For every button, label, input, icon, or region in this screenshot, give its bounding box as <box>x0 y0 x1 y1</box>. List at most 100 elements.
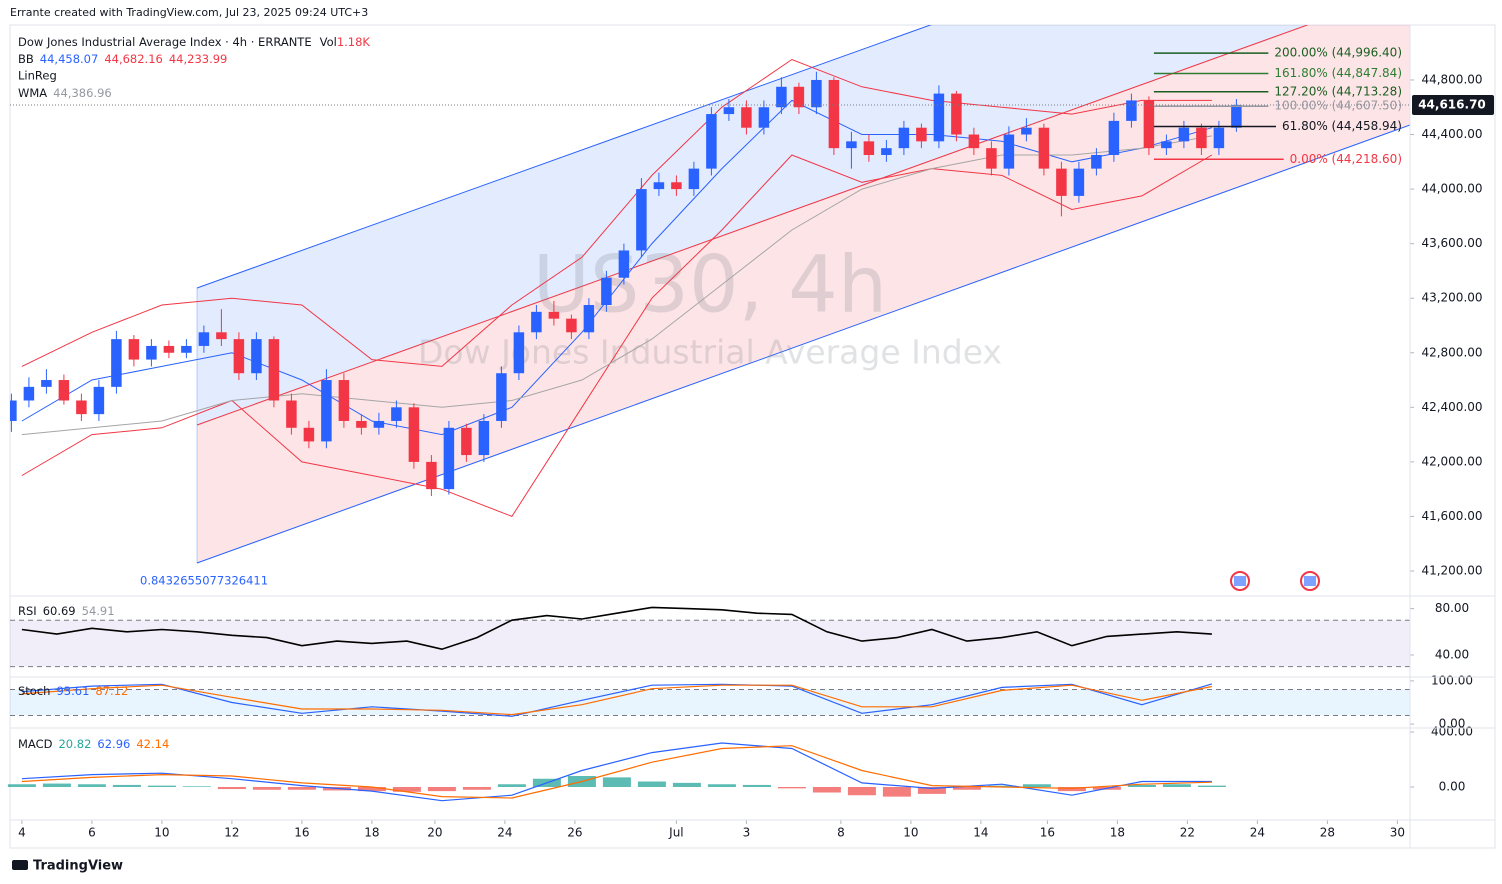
candle-body <box>76 400 87 415</box>
candle-body <box>636 189 647 251</box>
y-tick-label: 43,600.00 <box>1421 236 1482 250</box>
candle-body <box>303 427 315 442</box>
y-tick-label: 44,000.00 <box>1421 182 1482 196</box>
logo-icon <box>12 860 28 870</box>
flag-icon-inner <box>1304 576 1316 586</box>
histogram-bar <box>1057 786 1086 792</box>
histogram-bar <box>812 786 841 793</box>
candle-body <box>268 339 280 401</box>
y-tick-label: 42,800.00 <box>1421 345 1482 359</box>
candle-body <box>688 168 700 190</box>
macd-value: 62.96 <box>97 737 130 751</box>
candle-body <box>1003 134 1015 169</box>
histogram-bar <box>7 784 36 787</box>
candle-body <box>986 148 997 169</box>
legend-macd: MACD 20.82 62.96 42.14 <box>18 737 169 751</box>
candle-body <box>461 427 472 456</box>
candle-body <box>811 79 822 108</box>
wma-value: 44,386.96 <box>53 86 112 100</box>
legend-bb: BB 44,458.07 44,682.16 44,233.99 <box>18 52 227 66</box>
wma-name: WMA <box>18 86 47 100</box>
candle-body <box>566 318 577 333</box>
candle-body <box>741 107 752 128</box>
macd-value: 42.14 <box>136 737 169 751</box>
legend-wma: WMA 44,386.96 <box>18 86 112 100</box>
histogram-bar <box>672 782 701 787</box>
last-price-label: 44,616.70 <box>1418 97 1486 111</box>
y-tick-label: 41,200.00 <box>1421 563 1482 577</box>
stoch-value: 93.61 <box>56 684 89 698</box>
rsi-value: 60.69 <box>43 604 76 618</box>
symbol: Dow Jones Industrial Average Index · 4h … <box>18 35 312 49</box>
candle-body <box>128 339 140 360</box>
histogram-bar <box>917 786 946 794</box>
candle-body <box>968 134 980 149</box>
candle-body <box>233 339 245 374</box>
bb-value: 44,458.07 <box>40 52 99 66</box>
bb-name: BB <box>18 52 34 66</box>
x-tick-label: 14 <box>973 826 988 840</box>
fib-label: 61.80% (44,458.94) <box>1282 119 1402 133</box>
candle-body <box>1056 168 1067 196</box>
candle-body <box>58 380 70 401</box>
channel-lower-fill <box>197 25 1410 563</box>
histogram-bar <box>147 785 176 787</box>
y-tick-label: 0.00 <box>1439 717 1466 731</box>
x-tick-label: 12 <box>224 826 239 840</box>
candle-body <box>391 407 402 421</box>
event-flags <box>1230 571 1320 591</box>
candle-body <box>1021 127 1032 135</box>
plot: 41,200.00 41,600.00 42,000.00 42,400.00 42,8… <box>7 46 1494 840</box>
candle-body <box>706 114 717 169</box>
macd-name: MACD <box>18 737 53 751</box>
histogram-bar <box>42 783 71 787</box>
candle-body <box>181 345 192 353</box>
candle-body <box>863 141 875 155</box>
channel-upper <box>196 25 932 289</box>
x-tick-label: 24 <box>1250 826 1265 840</box>
candle-body <box>846 141 857 149</box>
candle-body <box>408 407 420 462</box>
candle-body <box>513 332 525 374</box>
last-price-tag <box>1412 94 1494 115</box>
x-tick-label: 6 <box>88 826 96 840</box>
candle-body <box>898 127 910 149</box>
y-tick-label: 42,000.00 <box>1421 454 1482 468</box>
stoch-value: 87.12 <box>95 684 128 698</box>
histogram-bar <box>497 784 526 787</box>
candle-body <box>23 386 35 401</box>
footer-brand: TradingView <box>33 859 123 874</box>
candle-body <box>1108 120 1120 155</box>
indicator-line <box>21 684 1213 716</box>
candle-body <box>251 339 262 374</box>
y-tick-label: 80.00 <box>1435 601 1469 615</box>
legend-rsi: RSI 60.69 54.91 <box>18 604 115 618</box>
candle-body <box>916 127 927 142</box>
linreg-annotation: 0.8432655077326411 <box>140 574 268 588</box>
fib-label: 127.20% (44,713.28) <box>1274 84 1402 98</box>
histogram-bar <box>182 786 211 787</box>
y-tick-label: 40.00 <box>1435 647 1469 661</box>
x-tick-label: Jul <box>668 826 683 840</box>
candle-body <box>723 107 735 115</box>
candle-body <box>793 86 805 108</box>
bb-value: 44,233.99 <box>169 52 228 66</box>
candle-body <box>356 420 367 428</box>
histogram-bar <box>217 786 246 790</box>
candle-body <box>496 373 507 421</box>
candle-body <box>653 182 665 190</box>
legend-linreg: LinReg <box>18 69 57 83</box>
histogram-bar <box>287 786 316 790</box>
candle-body <box>1073 168 1085 196</box>
histogram-bar <box>987 785 1016 787</box>
x-tick-label: 10 <box>154 826 169 840</box>
y-tick-label: 43,200.00 <box>1421 291 1482 305</box>
candle-body <box>1126 100 1137 121</box>
flag-icon-inner <box>1234 576 1246 586</box>
candle-body <box>531 311 542 333</box>
macd-line <box>21 742 1212 802</box>
candle-body <box>10 400 17 421</box>
candle-body <box>881 148 892 155</box>
